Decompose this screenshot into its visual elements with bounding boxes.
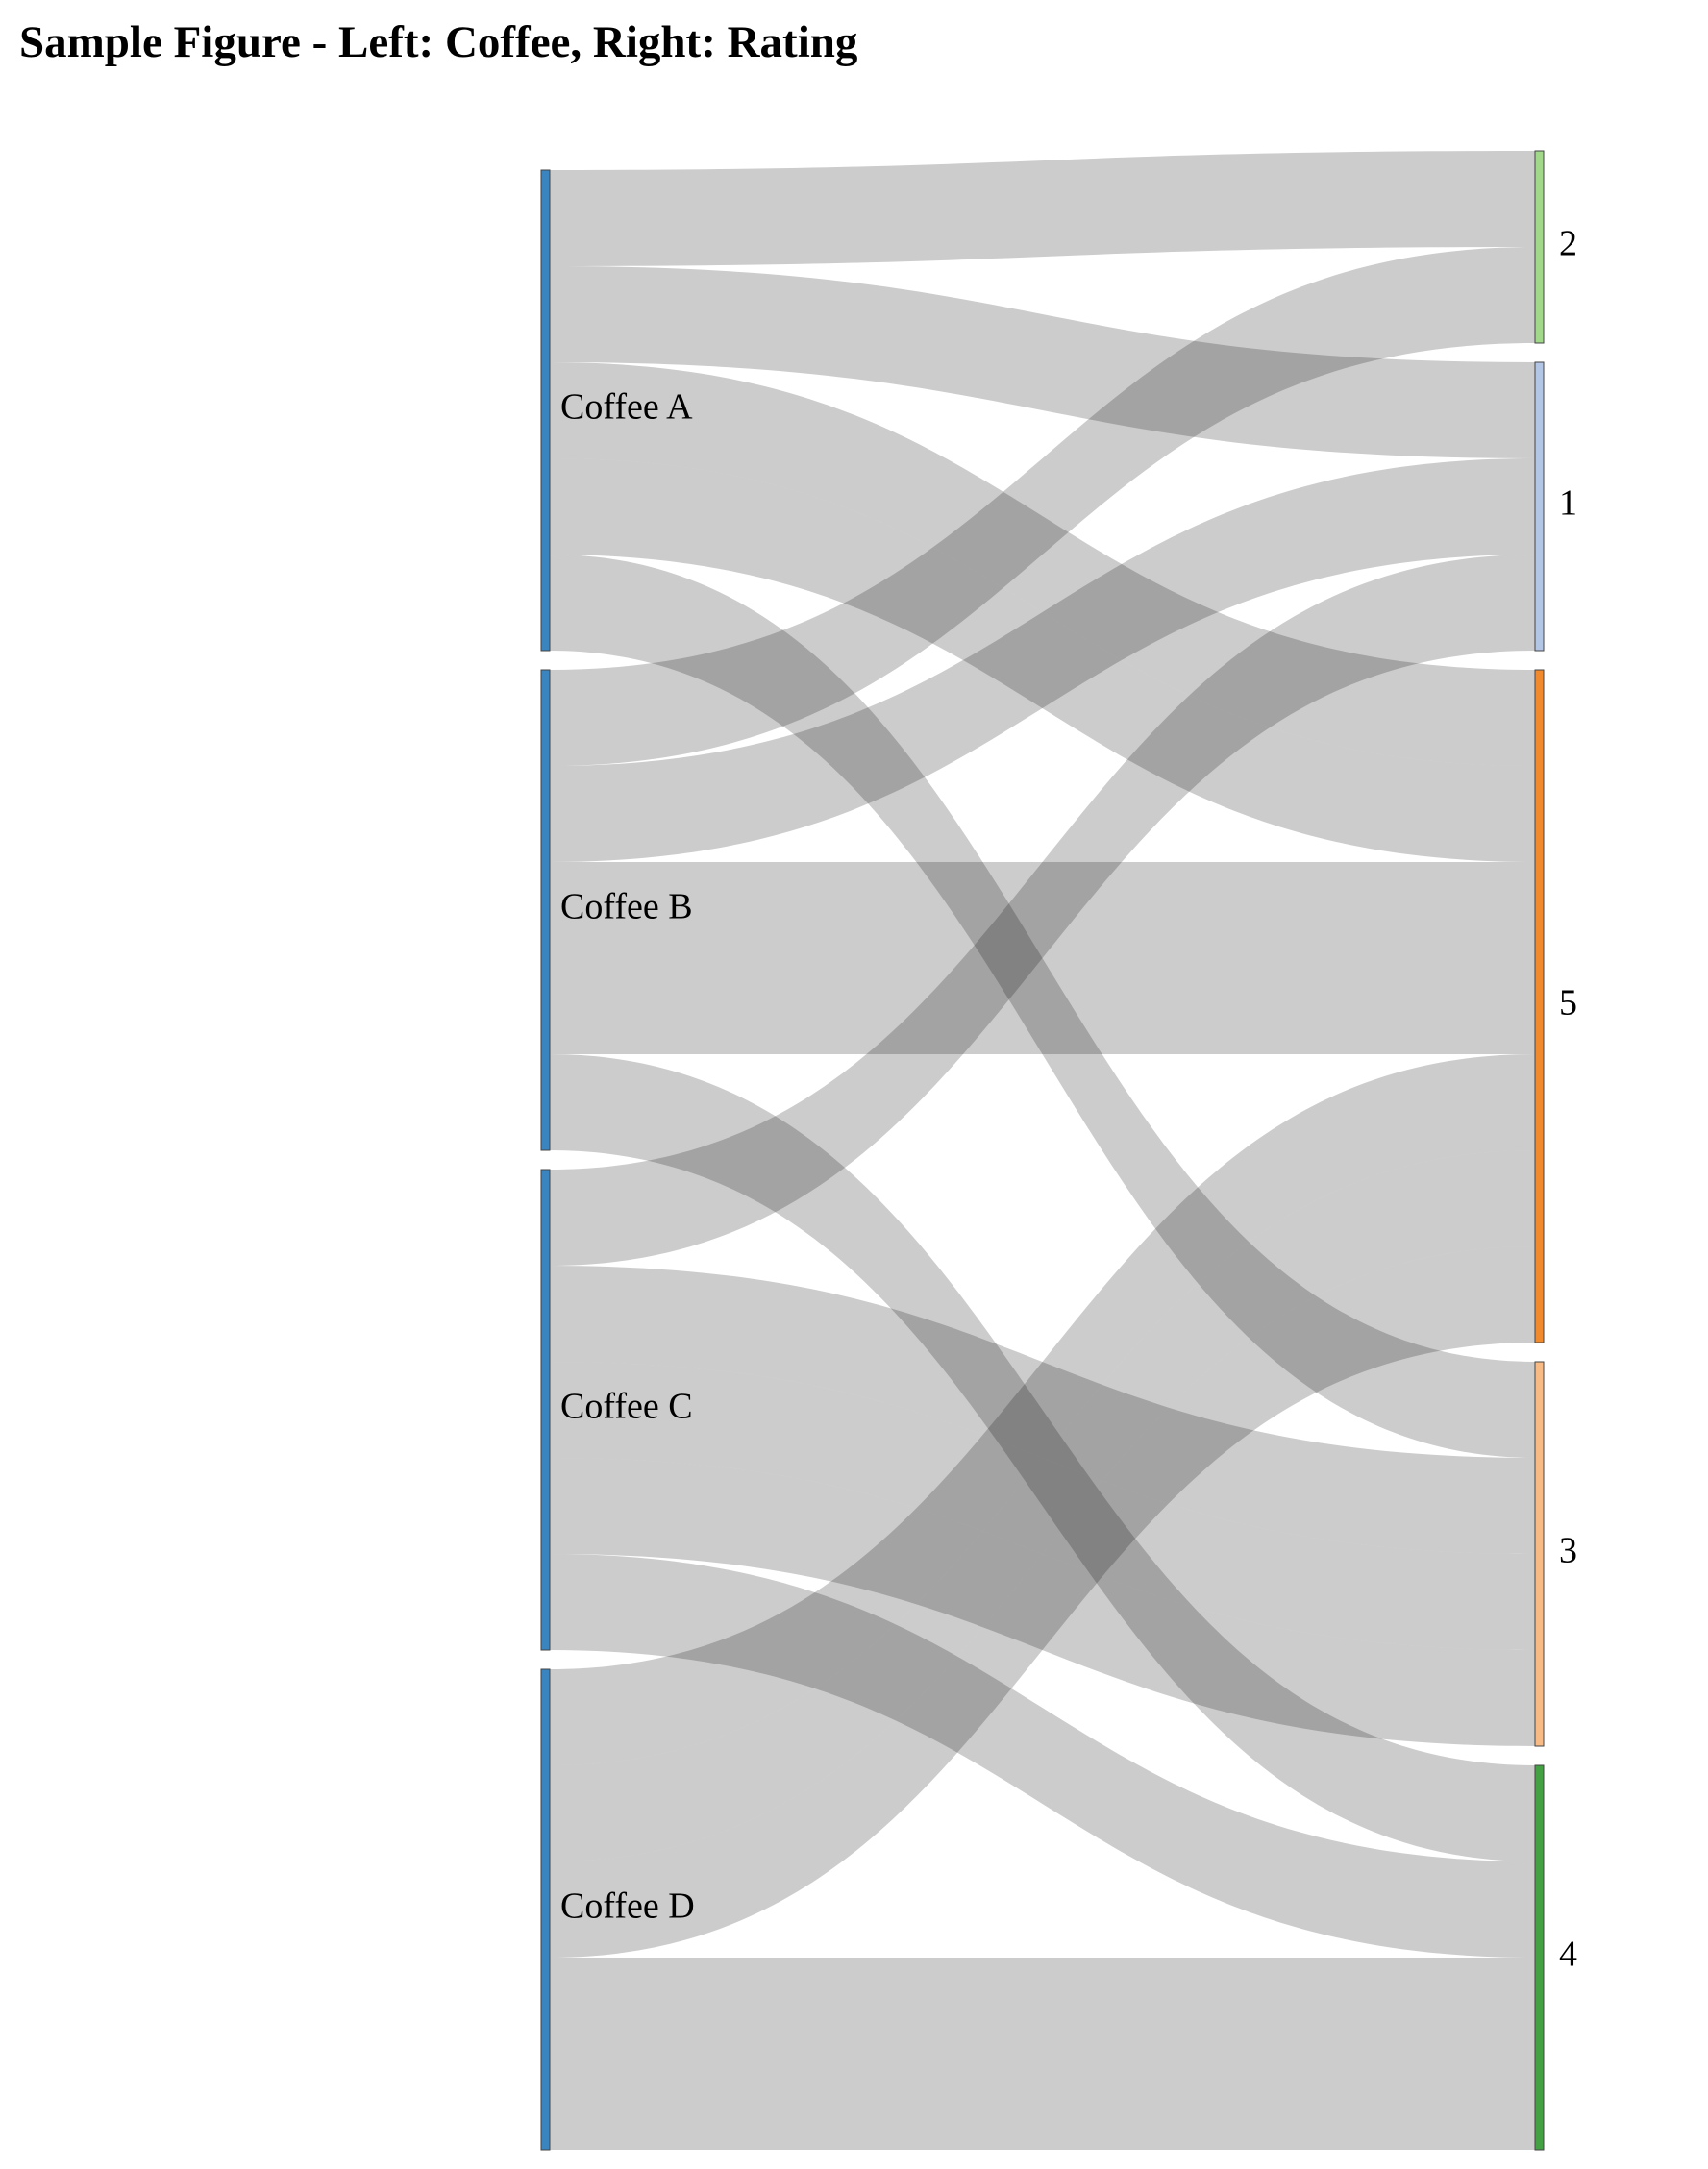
right-node-label-3: 3	[1559, 1531, 1577, 1571]
left-node-C	[540, 1169, 551, 1651]
link-A-to-2-0	[550, 151, 1535, 266]
link-A-to-3-4	[550, 555, 1535, 1458]
right-node-5	[1534, 669, 1545, 1343]
left-node-label-D: Coffee D	[560, 1886, 695, 1927]
link-C-to-3-11	[550, 1362, 1535, 1650]
left-node-label-A: Coffee A	[560, 387, 693, 428]
link-D-to-5-16	[550, 1246, 1535, 1958]
labels-layer: Coffee A Coffee B Coffee C Coffee D 2 1 5 3 4	[560, 224, 1577, 1975]
nodes-layer	[540, 150, 1545, 2151]
right-node-2	[1534, 150, 1545, 344]
left-node-D	[540, 1668, 551, 2151]
link-D-to-4-17	[550, 1958, 1535, 2150]
link-D-to-5-15	[550, 1150, 1535, 1861]
link-B-to-1-6	[550, 458, 1535, 862]
links-layer	[550, 151, 1535, 2150]
left-node-label-C: Coffee C	[560, 1387, 693, 1427]
link-A-to-1-1	[550, 266, 1535, 458]
right-node-1	[1534, 361, 1545, 652]
right-node-label-5: 5	[1559, 983, 1577, 1023]
right-node-label-2: 2	[1559, 224, 1577, 264]
left-node-B	[540, 669, 551, 1151]
link-B-to-4-8	[550, 1054, 1535, 1861]
right-node-label-1: 1	[1559, 483, 1577, 524]
link-C-to-1-9	[550, 555, 1535, 1266]
link-A-to-5-3	[550, 458, 1535, 862]
link-C-to-4-13	[550, 1554, 1535, 1958]
left-node-A	[540, 169, 551, 652]
chart-title: Sample Figure - Left: Coffee, Right: Rat…	[19, 17, 858, 67]
link-C-to-3-10	[550, 1266, 1535, 1554]
right-node-3	[1534, 1361, 1545, 1747]
link-B-to-2-5	[550, 247, 1535, 766]
link-A-to-5-2	[550, 362, 1535, 766]
left-node-label-B: Coffee B	[560, 887, 693, 927]
link-D-to-5-14	[550, 1054, 1535, 1765]
link-B-to-5-7	[550, 862, 1535, 1054]
link-C-to-3-12	[550, 1458, 1535, 1746]
right-node-4	[1534, 1764, 1545, 2151]
right-node-label-4: 4	[1559, 1935, 1577, 1975]
